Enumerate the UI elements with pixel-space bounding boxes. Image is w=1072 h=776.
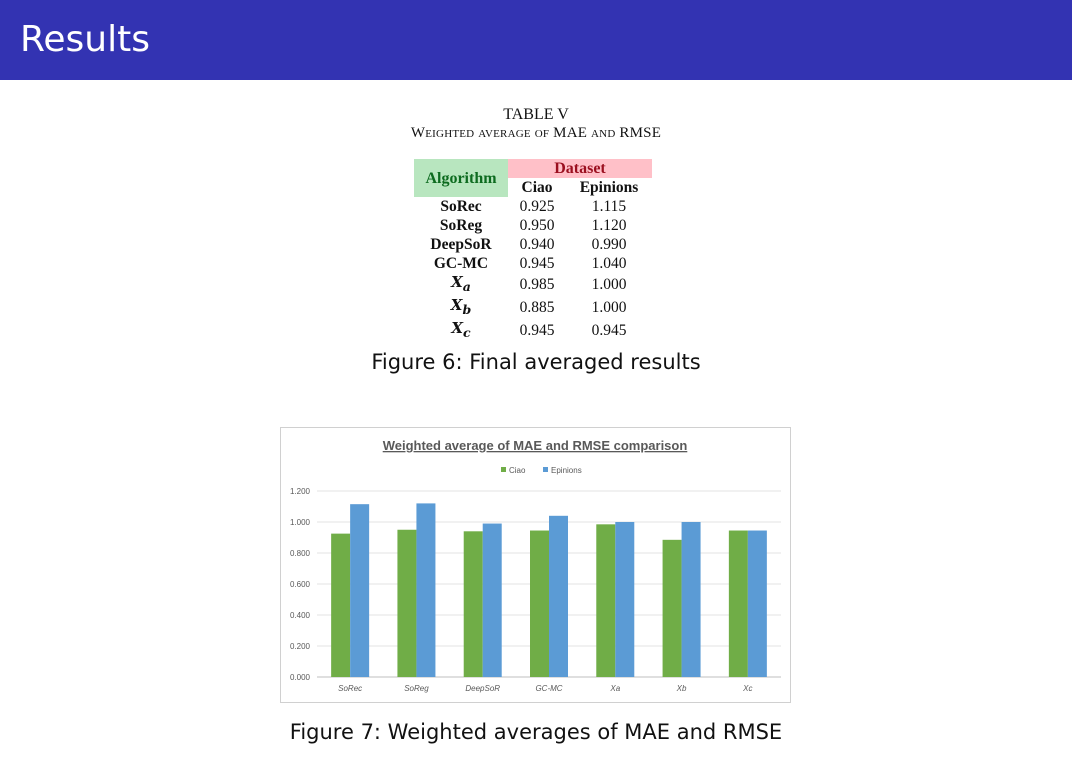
bar-ciao [530,530,549,677]
table-row: SoRec 0.925 1.115 [414,197,652,216]
algorithm-name: DeepSoR [430,236,492,253]
ciao-value: 0.940 [519,236,555,253]
bar-chart-frame: Weighted average of MAE and RMSE compari… [280,427,791,703]
epinions-value: 0.990 [591,236,627,253]
y-tick-label: 1.200 [290,487,311,496]
bar-ciao [331,533,351,677]
epinions-value: 1.115 [591,198,627,215]
chart-legend: Ciao Epinions [501,466,582,475]
table-caption-number: TABLE V [503,106,569,123]
bar-chart: Weighted average of MAE and RMSE compari… [290,438,781,693]
bar-epinions [416,503,436,677]
y-tick-label: 0.400 [290,611,311,620]
results-table: Algorithm Dataset Ciao Epinions SoRec 0.… [414,159,652,342]
bar-epinions [747,530,767,677]
x-tick-label: Xa [609,684,620,693]
bar-ciao [662,539,682,677]
x-tick-label: SoReg [404,684,429,693]
slide-header: Results [0,0,1072,80]
bar-epinions [482,523,502,677]
x-tick-label: Xc [742,684,752,693]
table-caption-title: Weighted average of MAE and RMSE [410,125,662,141]
epinions-value: 1.000 [591,299,627,316]
y-tick-label: 0.000 [290,673,311,682]
bar-ciao [596,524,616,677]
epinions-value: 1.120 [591,217,627,234]
bar-epinions [681,522,701,677]
ciao-value: 0.950 [519,217,555,234]
x-axis-ticks: SoRec SoReg DeepSoR GC-MC Xa Xb Xc [338,684,752,693]
x-tick-label: GC-MC [535,684,562,693]
algorithm-subscript: a [462,279,471,294]
bar-ciao [728,530,748,677]
bar-epinions [615,522,635,677]
algorithm-name: Xa [451,273,471,294]
y-axis-ticks: 0.000 0.200 0.400 0.600 0.800 1.000 1.200 [290,487,311,682]
figure-6-caption: Figure 6: Final averaged results [371,350,701,374]
ciao-value: 0.945 [519,322,555,339]
header-dataset: Dataset [508,159,652,178]
x-tick-label: DeepSoR [465,684,500,693]
y-tick-label: 0.600 [290,580,311,589]
ciao-value: 0.985 [519,276,555,293]
algorithm-name: Xb [450,296,472,317]
legend-label: Epinions [551,466,582,475]
epinions-value: 0.945 [591,322,627,339]
ciao-value: 0.925 [519,198,555,215]
legend-label: Ciao [509,466,526,475]
table-row: SoReg 0.950 1.120 [414,216,652,235]
bar-epinions [549,515,568,677]
slide-title: Results [20,19,150,60]
chart-title: Weighted average of MAE and RMSE compari… [383,438,688,453]
legend-swatch [543,467,548,472]
algorithm-name: GC-MC [433,255,489,272]
algorithm-name: SoReg [439,217,483,234]
header-epinions: Epinions [579,179,639,196]
bar-epinions [350,504,370,677]
epinions-value: 1.000 [591,276,627,293]
x-tick-label: SoRec [338,684,362,693]
y-tick-label: 0.800 [290,549,311,558]
figure-7-caption: Figure 7: Weighted averages of MAE and R… [289,720,783,744]
header-ciao: Ciao [521,179,553,196]
algorithm-subscript: c [463,325,471,340]
bar-ciao [397,529,417,677]
y-tick-label: 0.200 [290,642,311,651]
table-row: Xa 0.985 1.000 [414,273,652,296]
chart-bars [331,503,767,677]
bar-ciao [463,531,483,677]
header-algorithm: Algorithm [414,159,508,197]
epinions-value: 1.040 [591,255,627,272]
table-row: GC-MC 0.945 1.040 [414,254,652,273]
y-tick-label: 1.000 [290,518,311,527]
algorithm-name: Xc [451,319,471,340]
table-row: Xb 0.885 1.000 [414,296,652,319]
table-row: Xc 0.945 0.945 [414,319,652,342]
x-tick-label: Xb [676,684,687,693]
algorithm-name: SoRec [440,198,482,215]
ciao-value: 0.885 [519,299,555,316]
legend-swatch [501,467,506,472]
algorithm-subscript: b [462,302,472,317]
table-row: DeepSoR 0.940 0.990 [414,235,652,254]
ciao-value: 0.945 [519,255,555,272]
